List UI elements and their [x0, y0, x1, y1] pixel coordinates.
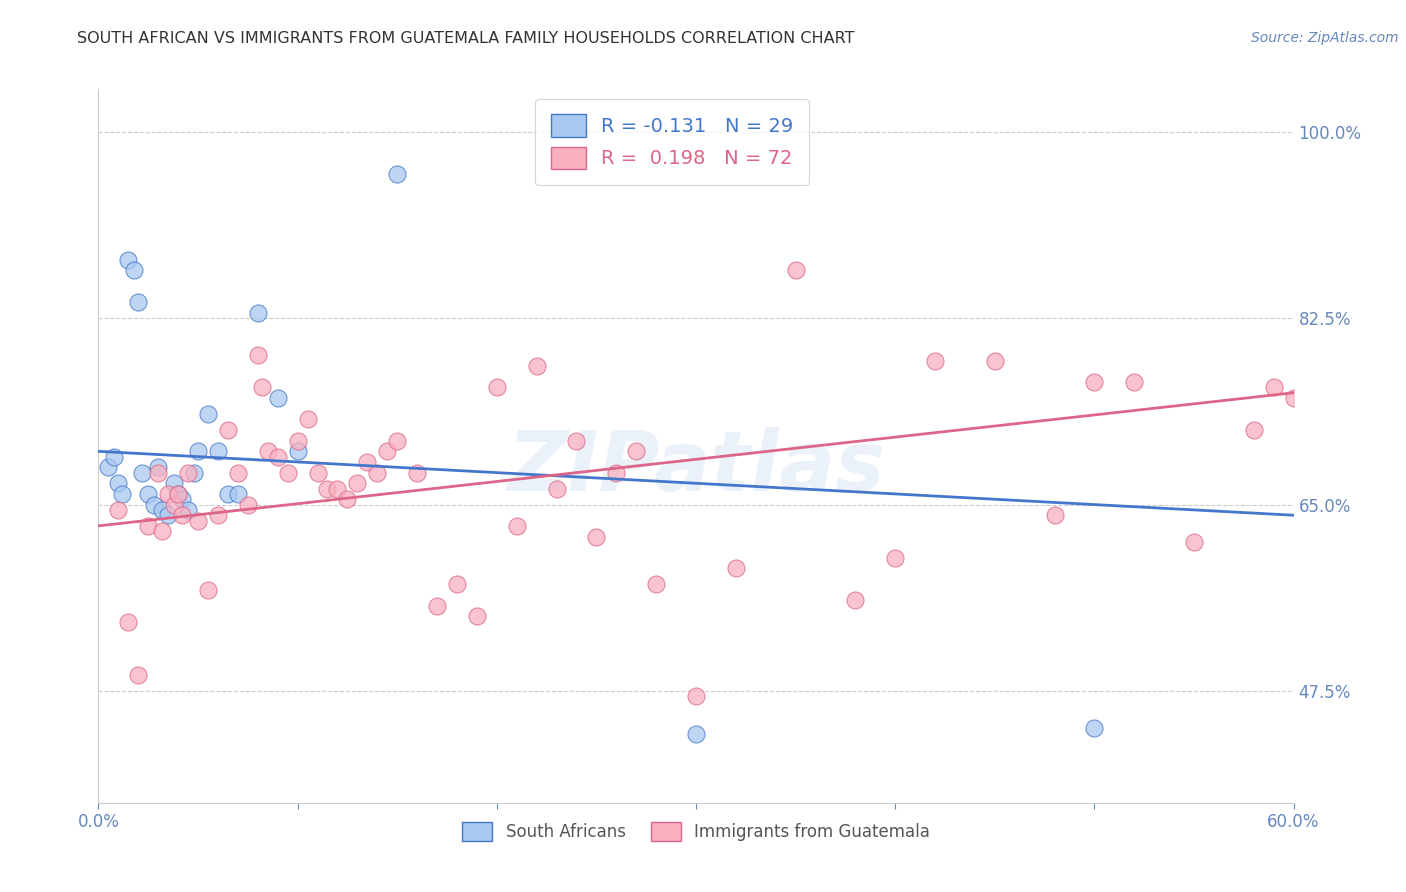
Point	[465, 609, 488, 624]
Point	[785, 263, 807, 277]
Point	[250, 380, 273, 394]
Point	[197, 407, 219, 421]
Point	[605, 466, 627, 480]
Point	[1182, 534, 1205, 549]
Point	[1123, 375, 1146, 389]
Point	[385, 434, 409, 448]
Text: ZIPatlas: ZIPatlas	[508, 427, 884, 508]
Point	[226, 466, 249, 480]
Point	[724, 561, 747, 575]
Point	[267, 391, 290, 405]
Point	[103, 450, 125, 464]
Point	[167, 487, 190, 501]
Point	[207, 508, 229, 523]
Point	[177, 503, 200, 517]
Point	[197, 582, 219, 597]
Point	[984, 353, 1007, 368]
Point	[526, 359, 548, 373]
Point	[277, 466, 299, 480]
Point	[307, 466, 329, 480]
Point	[645, 577, 668, 591]
Point	[150, 524, 173, 539]
Point	[246, 349, 269, 363]
Point	[127, 295, 149, 310]
Point	[163, 476, 186, 491]
Point	[217, 487, 239, 501]
Point	[326, 482, 349, 496]
Point	[346, 476, 368, 491]
Point	[1083, 721, 1105, 735]
Point	[117, 252, 139, 267]
Point	[136, 519, 159, 533]
Point	[246, 306, 269, 320]
Point	[844, 593, 866, 607]
Point	[207, 444, 229, 458]
Point	[626, 444, 648, 458]
Point	[356, 455, 378, 469]
Point	[177, 466, 200, 480]
Point	[565, 434, 588, 448]
Point	[236, 498, 259, 512]
Point	[97, 460, 120, 475]
Text: Source: ZipAtlas.com: Source: ZipAtlas.com	[1251, 31, 1399, 45]
Point	[183, 466, 205, 480]
Point	[585, 529, 607, 543]
Point	[924, 353, 946, 368]
Point	[884, 550, 907, 565]
Point	[124, 263, 146, 277]
Point	[117, 615, 139, 629]
Point	[143, 498, 166, 512]
Point	[385, 168, 409, 182]
Point	[150, 503, 173, 517]
Point	[426, 599, 449, 613]
Point	[136, 487, 159, 501]
Point	[107, 476, 129, 491]
Point	[406, 466, 429, 480]
Point	[685, 690, 707, 704]
Point	[187, 514, 209, 528]
Point	[685, 726, 707, 740]
Point	[1243, 423, 1265, 437]
Point	[1263, 380, 1285, 394]
Point	[267, 450, 290, 464]
Point	[297, 412, 319, 426]
Point	[172, 508, 194, 523]
Point	[287, 444, 309, 458]
Point	[446, 577, 468, 591]
Point	[1043, 508, 1066, 523]
Point	[336, 492, 359, 507]
Point	[148, 460, 170, 475]
Point	[217, 423, 239, 437]
Point	[287, 434, 309, 448]
Point	[111, 487, 134, 501]
Point	[157, 487, 180, 501]
Point	[1083, 375, 1105, 389]
Legend: South Africans, Immigrants from Guatemala: South Africans, Immigrants from Guatemal…	[456, 815, 936, 848]
Point	[366, 466, 388, 480]
Point	[506, 519, 529, 533]
Point	[256, 444, 278, 458]
Point	[167, 487, 190, 501]
Point	[226, 487, 249, 501]
Point	[485, 380, 508, 394]
Point	[107, 503, 129, 517]
Point	[187, 444, 209, 458]
Point	[316, 482, 339, 496]
Point	[172, 492, 194, 507]
Point	[127, 668, 149, 682]
Point	[375, 444, 398, 458]
Point	[131, 466, 153, 480]
Point	[157, 508, 180, 523]
Point	[148, 466, 170, 480]
Point	[1282, 391, 1305, 405]
Point	[163, 498, 186, 512]
Text: SOUTH AFRICAN VS IMMIGRANTS FROM GUATEMALA FAMILY HOUSEHOLDS CORRELATION CHART: SOUTH AFRICAN VS IMMIGRANTS FROM GUATEMA…	[77, 31, 855, 46]
Point	[546, 482, 568, 496]
